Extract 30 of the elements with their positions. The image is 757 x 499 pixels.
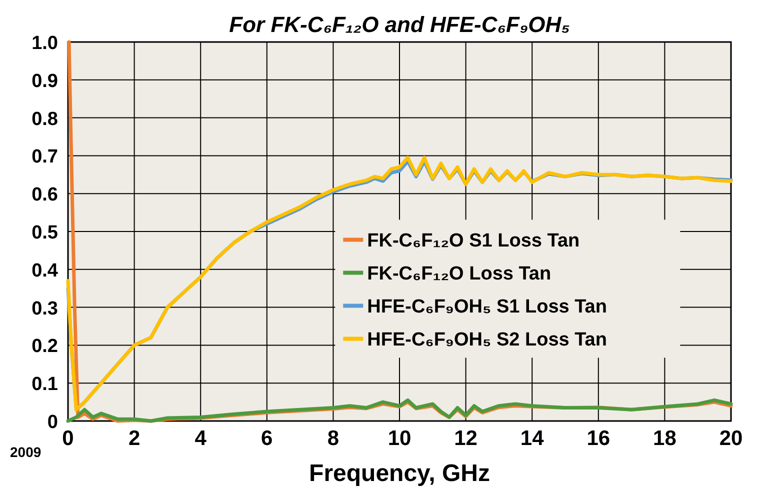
x-tick-label: 6 [261, 427, 273, 450]
x-tick-label: 4 [194, 427, 207, 450]
x-tick-label: 20 [719, 427, 743, 450]
y-tick-label: 0.8 [32, 108, 58, 130]
legend-label: FK-C₆F₁₂O Loss Tan [367, 264, 552, 285]
x-tick-label: 2 [128, 427, 140, 450]
x-axis-title: Frequency, GHz [309, 460, 490, 487]
y-tick-label: 0.7 [32, 146, 58, 168]
y-tick-label: 1.0 [32, 33, 58, 54]
y-tick-label: 0.1 [32, 374, 58, 396]
text: 2009 [10, 444, 42, 460]
y-tick-label: 0.5 [32, 222, 58, 244]
x-tick-label: 12 [454, 427, 478, 450]
x-tick-label: 18 [653, 427, 677, 450]
x-tick-label: 8 [327, 427, 340, 450]
y-tick-label: 0.3 [32, 298, 58, 320]
legend-label: HFE-C₆F₉OH₅ S2 Loss Tan [367, 330, 607, 351]
y-tick-label: 0.4 [32, 260, 58, 282]
x-tick-label: 10 [388, 427, 412, 450]
x-tick-label: 14 [520, 427, 544, 450]
chart-title: For FK-C₆F₁₂O and HFE-C₆F₉OH₅ [229, 12, 570, 37]
y-tick-label: 0.6 [32, 184, 58, 206]
line-series [66, 398, 733, 423]
legend-label: FK-C₆F₁₂O S1 Loss Tan [367, 230, 580, 252]
x-tick-label: 0 [62, 427, 74, 450]
y-tick-label: 0.2 [32, 336, 58, 358]
x-tick-label: 16 [586, 427, 610, 450]
y-tick-label: 0 [47, 412, 58, 433]
y-tick-label: 0.9 [32, 70, 58, 92]
legend-label: HFE-C₆F₉OH₅ S1 Loss Tan [367, 296, 607, 318]
